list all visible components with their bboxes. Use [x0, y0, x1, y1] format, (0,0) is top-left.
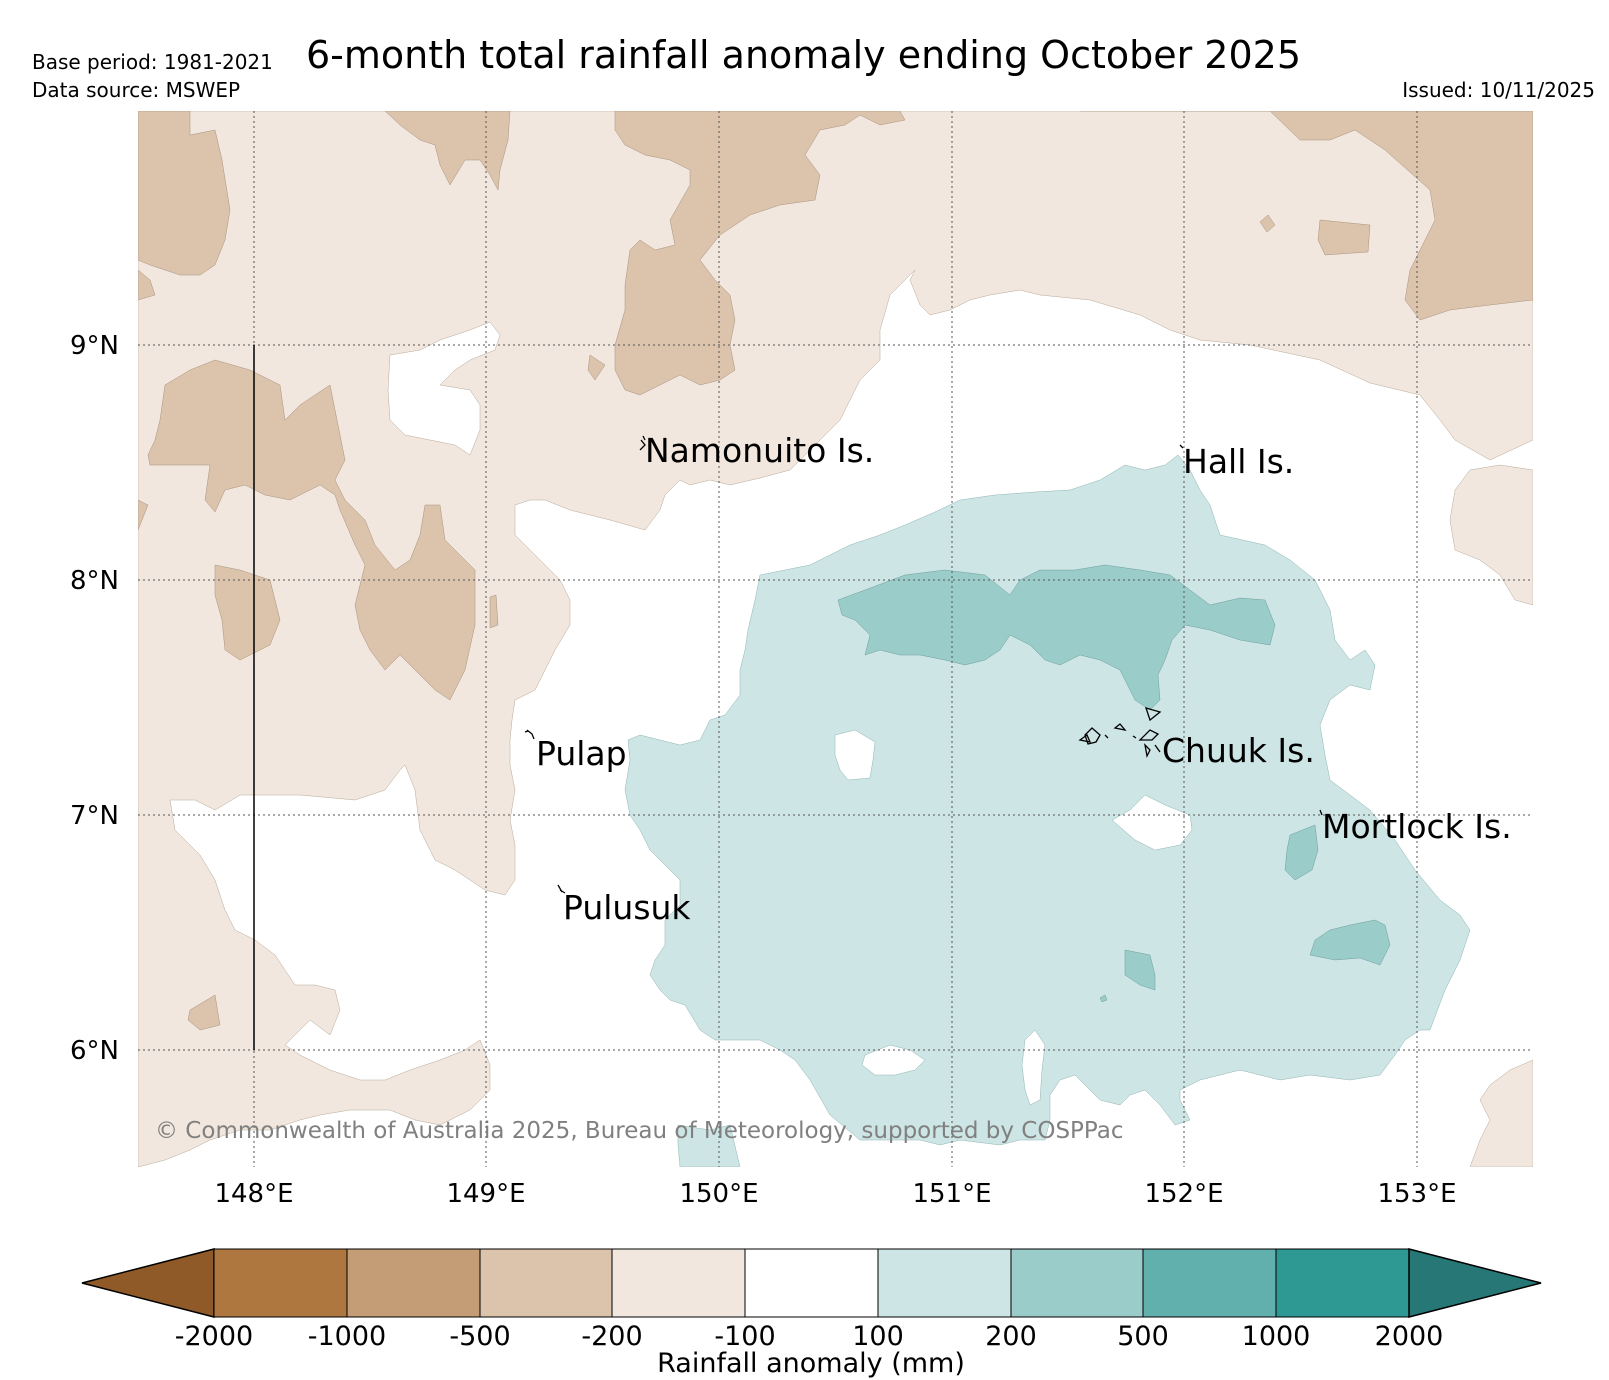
colorbar-tick: -1000: [308, 1321, 386, 1352]
colorbar-segment: [1010, 1248, 1144, 1318]
place-label-namonuito: Namonuito Is.: [645, 431, 874, 470]
chuuk-island-outline: [1104, 734, 1137, 739]
lat-label-9n: 9°N: [70, 331, 119, 361]
lon-label-152e: 152°E: [1144, 1179, 1223, 1209]
colorbar-tick: -2000: [175, 1321, 253, 1352]
anomaly-region-white: [387, 321, 501, 456]
island-outlines: [524, 435, 1323, 894]
colorbar-tick: 2000: [1375, 1321, 1444, 1352]
chuuk-island-outline: [1144, 707, 1162, 722]
anomaly-region-light-tan: [1469, 1059, 1533, 1167]
colorbar-segment: [1275, 1248, 1410, 1318]
chuuk-island-outline: [1084, 727, 1101, 745]
anomaly-region-medium-teal: [1284, 824, 1319, 881]
anomaly-region-tan: [384, 111, 511, 191]
anomaly-region-medium-teal: [1099, 994, 1108, 1003]
map-title: 6-month total rainfall anomaly ending Oc…: [306, 33, 1302, 77]
colorbar-tick: -500: [449, 1321, 510, 1352]
colorbar-extend-low: [81, 1248, 215, 1318]
colorbar-segment: [744, 1248, 879, 1318]
anomaly-region-tan: [138, 499, 149, 531]
colorbar-segment: [611, 1248, 746, 1318]
colorbar: -2000 -1000 -500 -200 -100 100 200 500 1…: [81, 1248, 1542, 1379]
place-label-pulusuk: Pulusuk: [563, 888, 691, 927]
anomaly-region-white: [834, 729, 876, 781]
anomaly-region-medium-teal: [1309, 919, 1391, 966]
mortlock-atoll-outline: [1319, 809, 1323, 816]
anomaly-region-medium-teal: [837, 564, 1276, 711]
colorbar-segment: [346, 1248, 481, 1318]
hall-atoll-outline: [1179, 444, 1184, 449]
anomaly-region-tan: [187, 994, 221, 1031]
colorbar-segment: [1142, 1248, 1277, 1318]
colorbar-segment: [213, 1248, 348, 1318]
pulap-atoll-outline: [524, 729, 535, 740]
anomaly-region-tan: [138, 111, 231, 276]
lon-label-148e: 148°E: [214, 1179, 293, 1209]
colorbar-tick: 200: [985, 1321, 1037, 1352]
colorbar-segment: [479, 1248, 613, 1318]
colorbar-tick: 500: [1117, 1321, 1169, 1352]
lon-label-149e: 149°E: [446, 1179, 525, 1209]
place-label-pulap: Pulap: [536, 734, 627, 773]
base-period-note: Base period: 1981-2021: [32, 50, 273, 74]
anomaly-region-tan: [1080, 111, 1533, 321]
lat-label-8n: 8°N: [70, 566, 119, 596]
copyright-notice: © Commonwealth of Australia 2025, Bureau…: [155, 1118, 1124, 1144]
colorbar-segment: [877, 1248, 1012, 1318]
map-area: [138, 111, 1533, 1167]
anomaly-region-light-tan: [138, 111, 1533, 1167]
place-label-chuuk: Chuuk Is.: [1162, 731, 1315, 770]
anomaly-region-tan: [614, 111, 906, 396]
chuuk-island-outline: [1143, 743, 1151, 759]
issued-date: Issued: 10/11/2025: [1402, 78, 1595, 102]
colorbar-tick: 100: [852, 1321, 904, 1352]
anomaly-region-white: [1021, 1029, 1046, 1106]
anomaly-region-tan: [489, 594, 499, 629]
anomaly-region-white: [1111, 794, 1193, 851]
data-source-note: Data source: MSWEP: [32, 78, 241, 102]
lon-label-153e: 153°E: [1377, 1179, 1456, 1209]
colorbar-tick: -100: [714, 1321, 775, 1352]
colorbar-label: Rainfall anomaly (mm): [657, 1348, 965, 1379]
anomaly-region-tan: [587, 354, 606, 381]
anomaly-region-white: [861, 1044, 926, 1076]
lon-label-151e: 151°E: [912, 1179, 991, 1209]
anomaly-region-light-teal: [677, 1124, 741, 1167]
anomaly-region-tan: [1317, 219, 1371, 256]
anomaly-region-medium-teal: [1124, 949, 1156, 991]
namonuito-atoll-outline: [639, 435, 646, 451]
lat-label-6n: 6°N: [70, 1036, 119, 1066]
lat-label-7n: 7°N: [70, 801, 119, 831]
colorbar-extend-high: [1408, 1248, 1542, 1318]
pulusuk-island-outline: [557, 884, 566, 894]
colorbar-tick: -200: [581, 1321, 642, 1352]
chuuk-island-outline: [1138, 729, 1160, 741]
chuuk-island-outline: [1113, 723, 1127, 731]
anomaly-region-tan: [1259, 214, 1276, 233]
lon-label-150e: 150°E: [679, 1179, 758, 1209]
anomaly-region-tan: [138, 269, 156, 301]
place-label-hall: Hall Is.: [1183, 442, 1294, 481]
anomaly-region-tan: [147, 359, 476, 701]
place-label-mortlock: Mortlock Is.: [1322, 807, 1512, 846]
anomaly-region-light-tan: [1449, 464, 1533, 606]
anomaly-region-tan: [214, 564, 281, 661]
chuuk-island-outline: [1078, 734, 1092, 743]
colorbar-tick: 1000: [1242, 1321, 1311, 1352]
chuuk-island-outline: [1154, 744, 1161, 753]
